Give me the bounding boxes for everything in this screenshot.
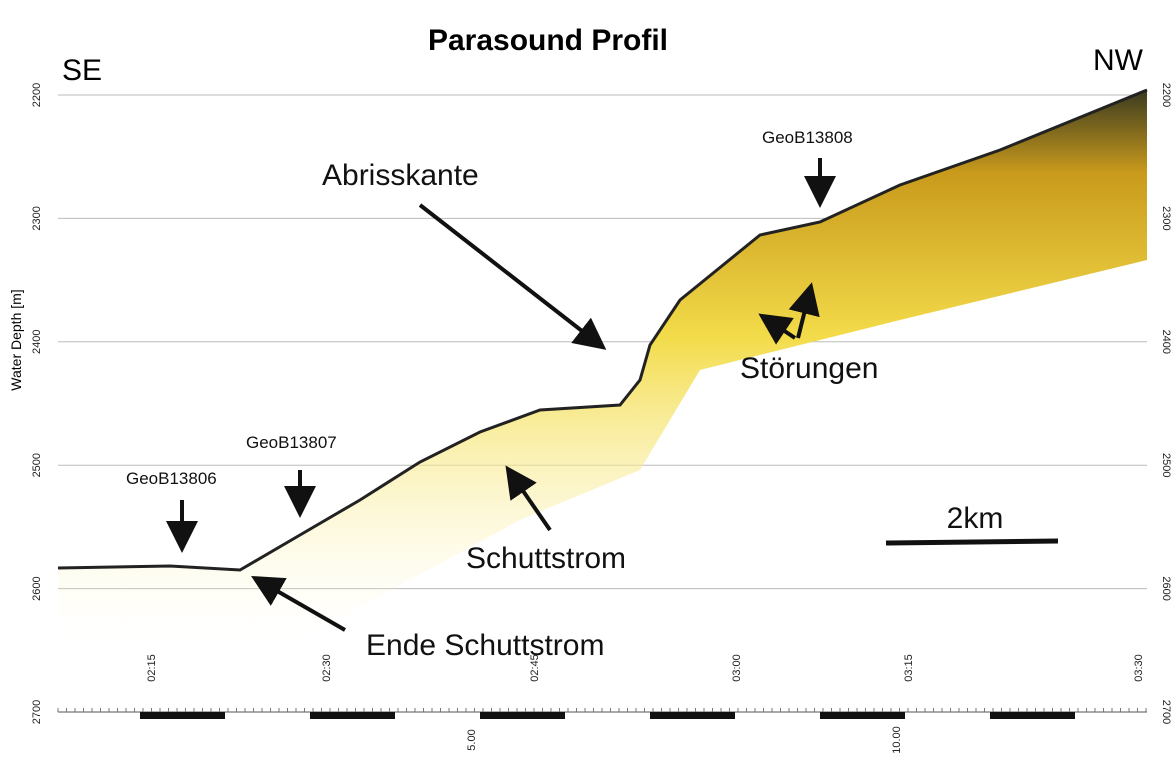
title: Parasound Profil [428, 24, 668, 57]
depth-tick-label: 2500 [31, 453, 43, 477]
time-tick-label: 03:30 [1133, 654, 1145, 682]
time-tick-label: 02:45 [529, 654, 541, 682]
figure: Parasound Profil SE NW Water Depth [m] A… [0, 0, 1171, 758]
distance-tick-label: 5.00 [466, 729, 478, 750]
right-direction: NW [1093, 44, 1144, 77]
depth-tick-label: 2700 [1160, 700, 1171, 724]
annotation: GeoB13807 [246, 433, 337, 452]
depth-tick-label: 2600 [1160, 576, 1171, 600]
distance-scale-bars [58, 708, 1146, 719]
distance-tick-label: 10.00 [891, 726, 903, 754]
time-tick-label: 02:15 [146, 654, 158, 682]
scale-segment [650, 712, 735, 719]
depth-tick-label: 2200 [1160, 83, 1171, 107]
depth-tick-label: 2300 [31, 206, 43, 230]
annotation: Ende Schuttstrom [366, 629, 604, 662]
scale-segment [820, 712, 905, 719]
annotation: GeoB13808 [762, 128, 853, 147]
scale-label: 2km [947, 502, 1004, 535]
annotation: Abrisskante [322, 159, 479, 192]
arrow [420, 205, 600, 345]
y-axis-label: Water Depth [m] [8, 289, 24, 390]
scale-segment [310, 712, 395, 719]
annotation: Schuttstrom [466, 542, 626, 575]
left-direction: SE [62, 54, 102, 87]
depth-tick-label: 2300 [1160, 206, 1171, 230]
depth-tick-label: 2200 [31, 83, 43, 107]
scale-segment [140, 712, 225, 719]
scale-segment [990, 712, 1075, 719]
depth-tick-label: 2700 [31, 700, 43, 724]
time-tick-label: 03:00 [731, 654, 743, 682]
time-tick-label: 03:15 [903, 654, 915, 682]
time-tick-label: 02:30 [321, 654, 333, 682]
depth-tick-label: 2400 [31, 330, 43, 354]
depth-tick-label: 2400 [1160, 330, 1171, 354]
annotation: GeoB13806 [126, 469, 217, 488]
scale-segment [480, 712, 565, 719]
depth-tick-label: 2600 [31, 576, 43, 600]
depth-tick-label: 2500 [1160, 453, 1171, 477]
scale-bar [886, 541, 1058, 543]
annotation: Störungen [740, 352, 878, 385]
